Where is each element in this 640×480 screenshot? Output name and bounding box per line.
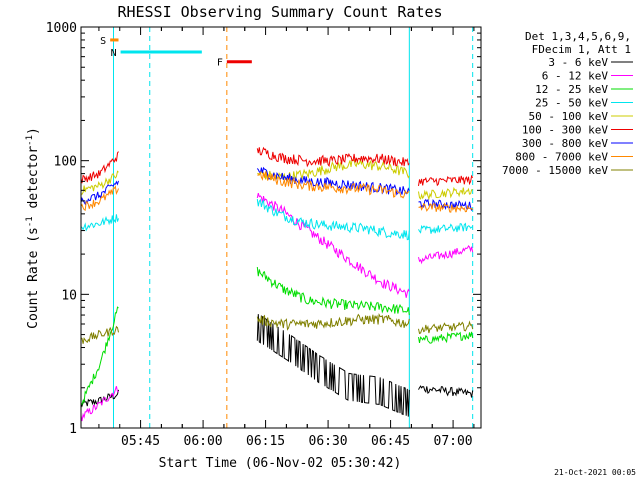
series-lines bbox=[80, 146, 474, 422]
date-stamp: 21-Oct-2021 00:05 bbox=[554, 468, 636, 477]
legend-label: 12 - 25 keV bbox=[535, 83, 608, 96]
legend-label: 100 - 300 keV bbox=[522, 124, 608, 137]
x-tick-label: 06:30 bbox=[309, 434, 348, 449]
y-axis-label-part-1: Count Rate (s bbox=[26, 227, 41, 329]
chart-title: RHESSI Observing Summary Count Rates bbox=[117, 3, 442, 21]
y-tick-label: 1 bbox=[69, 422, 77, 437]
flag-label-F: F bbox=[217, 58, 223, 69]
legend-label: 50 - 100 keV bbox=[529, 110, 609, 123]
series-line-before-2 bbox=[80, 306, 119, 406]
x-tick-label: 06:15 bbox=[246, 434, 285, 449]
y-axis-label: Count Rate (s-1 detector-1) bbox=[25, 127, 41, 329]
legend-label: 300 - 800 keV bbox=[522, 137, 608, 150]
legend-label: 25 - 50 keV bbox=[535, 97, 608, 110]
flag-label-N: N bbox=[111, 48, 117, 59]
series-line-tail-5 bbox=[418, 174, 474, 187]
series-line-before-5 bbox=[80, 151, 119, 184]
series-line-tail-2 bbox=[418, 331, 474, 344]
legend-header-line: Det 1,3,4,5,6,9, bbox=[525, 30, 631, 43]
y-tick-label: 100 bbox=[54, 155, 77, 170]
series-line-after-8 bbox=[256, 313, 410, 331]
series-line-tail-7 bbox=[418, 202, 474, 213]
series-line-after-7 bbox=[257, 171, 410, 199]
series-line-before-1 bbox=[80, 386, 119, 422]
legend-label: 3 - 6 keV bbox=[548, 56, 608, 69]
series-line-after-3 bbox=[256, 198, 410, 241]
series-line-after-5 bbox=[256, 146, 410, 168]
series-line-tail-0 bbox=[418, 385, 474, 398]
y-axis-label-part-2: detector bbox=[26, 146, 41, 217]
legend-label: 6 - 12 keV bbox=[542, 70, 609, 83]
y-axis-label-part-3: ) bbox=[26, 127, 41, 135]
series-line-tail-6 bbox=[418, 198, 474, 212]
y-tick-label: 10 bbox=[61, 288, 77, 303]
x-tick-label: 06:45 bbox=[371, 434, 410, 449]
legend-header-line: FDecim 1, Att 1 bbox=[532, 43, 631, 56]
flag-label-S: S bbox=[100, 36, 106, 47]
x-tick-label: 05:45 bbox=[121, 434, 160, 449]
plot-frame bbox=[80, 26, 482, 429]
y-axis-label-sup-2: -1 bbox=[25, 135, 35, 146]
series-line-after-0 bbox=[256, 314, 410, 417]
flag-bars: SN F bbox=[100, 36, 252, 69]
series-line-tail-3 bbox=[418, 222, 473, 234]
y-tick-label: 1000 bbox=[46, 21, 77, 36]
series-line-before-8 bbox=[80, 325, 119, 344]
x-tick-label: 07:00 bbox=[434, 434, 473, 449]
series-line-before-7 bbox=[80, 185, 119, 212]
series-line-before-3 bbox=[80, 214, 119, 232]
plot-area bbox=[113, 27, 474, 428]
legend-label: 7000 - 15000 keV bbox=[502, 164, 608, 177]
legend-label: 800 - 7000 keV bbox=[515, 151, 608, 164]
series-line-tail-8 bbox=[418, 320, 474, 335]
x-axis-label: Start Time (06-Nov-02 05:30:42) bbox=[159, 456, 402, 471]
series-line-before-4 bbox=[80, 170, 119, 195]
series-line-after-2 bbox=[256, 266, 410, 316]
x-tick-label: 06:00 bbox=[184, 434, 223, 449]
axes: 1 10 100 1000 05:45 06:00 06:15 06:30 06:45 07:00 bbox=[46, 21, 481, 449]
series-line-tail-1 bbox=[418, 245, 474, 265]
series-line-tail-4 bbox=[418, 186, 473, 201]
y-axis-label-sup-1: -1 bbox=[25, 216, 35, 227]
legend: Det 1,3,4,5,6,9,FDecim 1, Att 13 - 6 keV… bbox=[502, 30, 633, 177]
